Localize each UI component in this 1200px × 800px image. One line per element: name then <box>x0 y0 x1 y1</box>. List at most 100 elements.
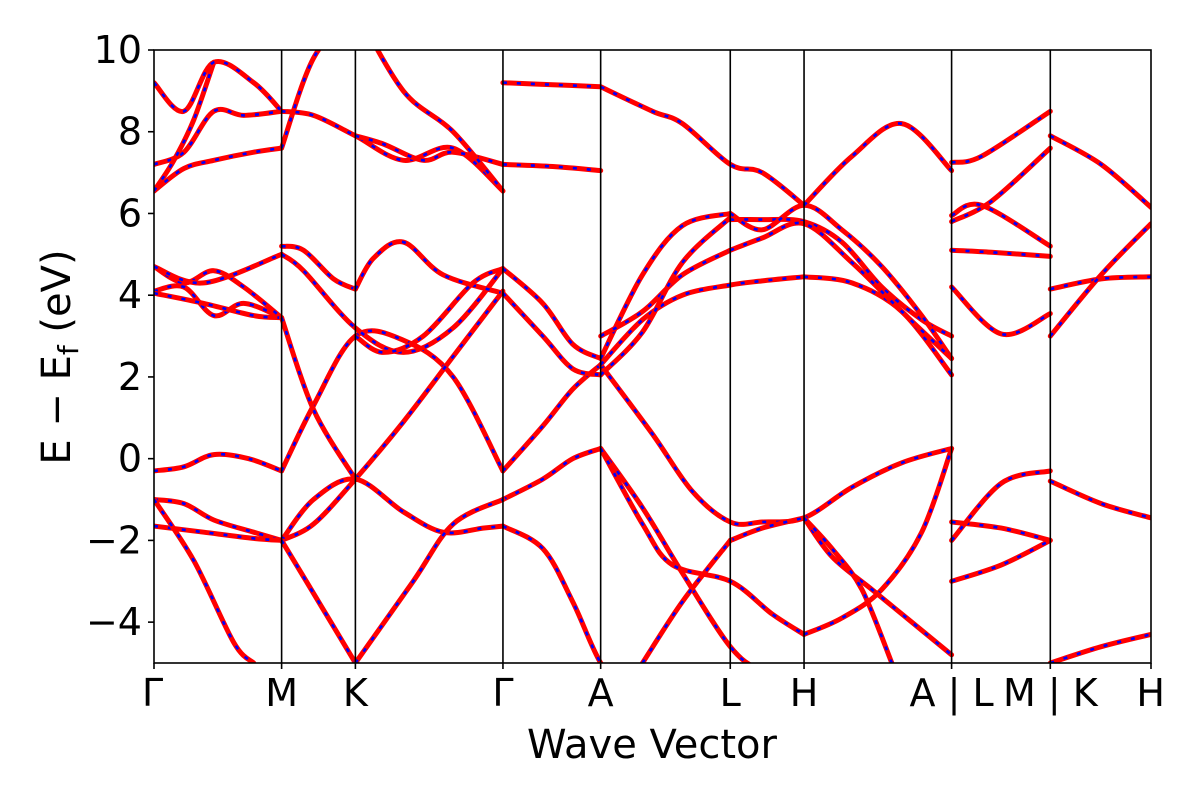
band-line-dashed-39 <box>154 146 282 193</box>
band-line-dashed-50 <box>803 122 953 207</box>
x-tick-label-5: L <box>720 671 741 715</box>
x-tick-label-4: A <box>588 671 614 715</box>
x-tick-label-8: M | K <box>1003 671 1099 716</box>
band-line-24 <box>279 315 358 482</box>
band-line-dashed-18 <box>280 539 357 663</box>
band-line-29 <box>500 266 604 361</box>
band-line-27 <box>352 239 506 296</box>
band-line-7 <box>279 476 506 543</box>
band-line-dashed-49 <box>600 85 805 207</box>
band-line-49 <box>598 84 807 208</box>
band-line-10 <box>598 446 752 663</box>
band-line-dashed-59 <box>1049 134 1151 209</box>
band-line-dashed-13 <box>641 539 732 663</box>
band-line-dashed-17 <box>154 498 255 663</box>
band-line-42 <box>154 58 285 114</box>
band-line-50 <box>801 121 955 208</box>
band-line-dashed-42 <box>154 60 283 113</box>
band-line-dashed-35 <box>730 218 953 338</box>
band-line-dashed-31 <box>599 275 805 366</box>
band-line-0 <box>154 451 285 474</box>
band-line-46 <box>374 50 506 194</box>
y-tick-label-0: −4 <box>86 600 142 644</box>
y-tick-label-4: 4 <box>118 273 142 317</box>
band-line-dashed-10 <box>599 447 750 663</box>
band-line-3 <box>598 362 955 527</box>
y-tick-label-2: 0 <box>118 437 142 481</box>
band-line-40 <box>154 106 285 167</box>
band-line-52 <box>949 201 1053 249</box>
plot-frame <box>153 49 1152 664</box>
y-axis-ticks: −4 −2 0 2 4 6 8 10 <box>86 28 154 644</box>
band-line-58 <box>949 537 1053 584</box>
band-line-4 <box>154 497 285 543</box>
band-line-55 <box>949 284 1053 338</box>
band-line-dashed-26 <box>280 253 504 354</box>
x-tick-label-7: A | L <box>910 671 994 716</box>
band-line-36 <box>727 202 955 361</box>
band-line-19 <box>352 497 506 663</box>
band-line-dashed-44 <box>281 110 504 192</box>
band-line-dashed-41 <box>154 61 216 192</box>
band-line-dashed-25 <box>281 244 356 291</box>
x-tick-label-2: K <box>343 671 369 715</box>
band-line-12 <box>727 515 807 543</box>
band-line-41 <box>154 59 217 194</box>
x-axis-title: Wave Vector <box>527 722 778 768</box>
band-line-25 <box>279 243 358 292</box>
band-line-38 <box>727 220 955 361</box>
y-axis-title-unit: (eV) <box>34 249 80 345</box>
band-line-dashed-27 <box>354 240 504 295</box>
band-line-23 <box>154 251 285 286</box>
band-line-dashed-3 <box>599 363 952 526</box>
x-tick-label-0: Γ <box>142 671 163 715</box>
band-lines <box>154 50 1151 663</box>
band-line-61 <box>1047 221 1151 339</box>
band-line-30 <box>500 290 604 378</box>
band-line-dashed-52 <box>950 202 1051 248</box>
band-line-51 <box>949 108 1053 165</box>
band-line-dashed-14 <box>803 448 953 636</box>
y-tick-label-1: −2 <box>86 518 142 562</box>
band-line-dashed-28 <box>354 267 504 354</box>
kpoint-lines <box>280 50 1052 663</box>
band-line-dashed-19 <box>354 498 504 663</box>
band-line-dashed-51 <box>951 110 1052 164</box>
band-line-dashed-8 <box>502 447 602 501</box>
band-line-59 <box>1047 133 1151 210</box>
band-line-63 <box>1047 631 1151 663</box>
y-tick-label-7: 10 <box>94 28 142 72</box>
y-axis-title-sub: f <box>52 344 85 355</box>
band-line-dashed-9 <box>502 524 603 663</box>
band-line-dashed-11 <box>599 447 805 636</box>
band-line-dashed-57 <box>950 469 1051 542</box>
band-line-39 <box>154 145 285 194</box>
band-line-dashed-54 <box>951 248 1051 258</box>
band-line-16 <box>801 515 895 663</box>
band-line-60 <box>1047 274 1151 292</box>
band-line-43 <box>279 50 322 151</box>
band-line-21 <box>154 264 285 321</box>
band-line-dashed-20 <box>154 284 283 319</box>
y-axis-title: E − Ef (eV) <box>34 249 85 464</box>
x-tick-label-9: H <box>1136 671 1165 715</box>
band-line-28 <box>352 266 506 355</box>
band-line-22 <box>154 290 285 321</box>
x-tick-label-6: H <box>790 671 819 715</box>
band-line-17 <box>154 497 257 663</box>
band-line-1 <box>279 328 506 474</box>
y-tick-label-5: 6 <box>118 191 142 235</box>
band-line-dashed-34 <box>599 216 732 376</box>
x-tick-label-1: M <box>265 671 298 715</box>
band-line-62 <box>1047 478 1151 521</box>
band-line-dashed-37 <box>803 275 953 376</box>
y-axis-title-main: E − E <box>34 355 80 465</box>
band-line-dashed-47 <box>502 163 601 172</box>
y-tick-label-3: 2 <box>118 355 142 399</box>
band-line-6 <box>279 288 506 543</box>
band-line-dashed-15 <box>802 517 953 656</box>
y-tick-label-6: 8 <box>118 110 142 154</box>
band-line-dashed-53 <box>951 147 1052 223</box>
